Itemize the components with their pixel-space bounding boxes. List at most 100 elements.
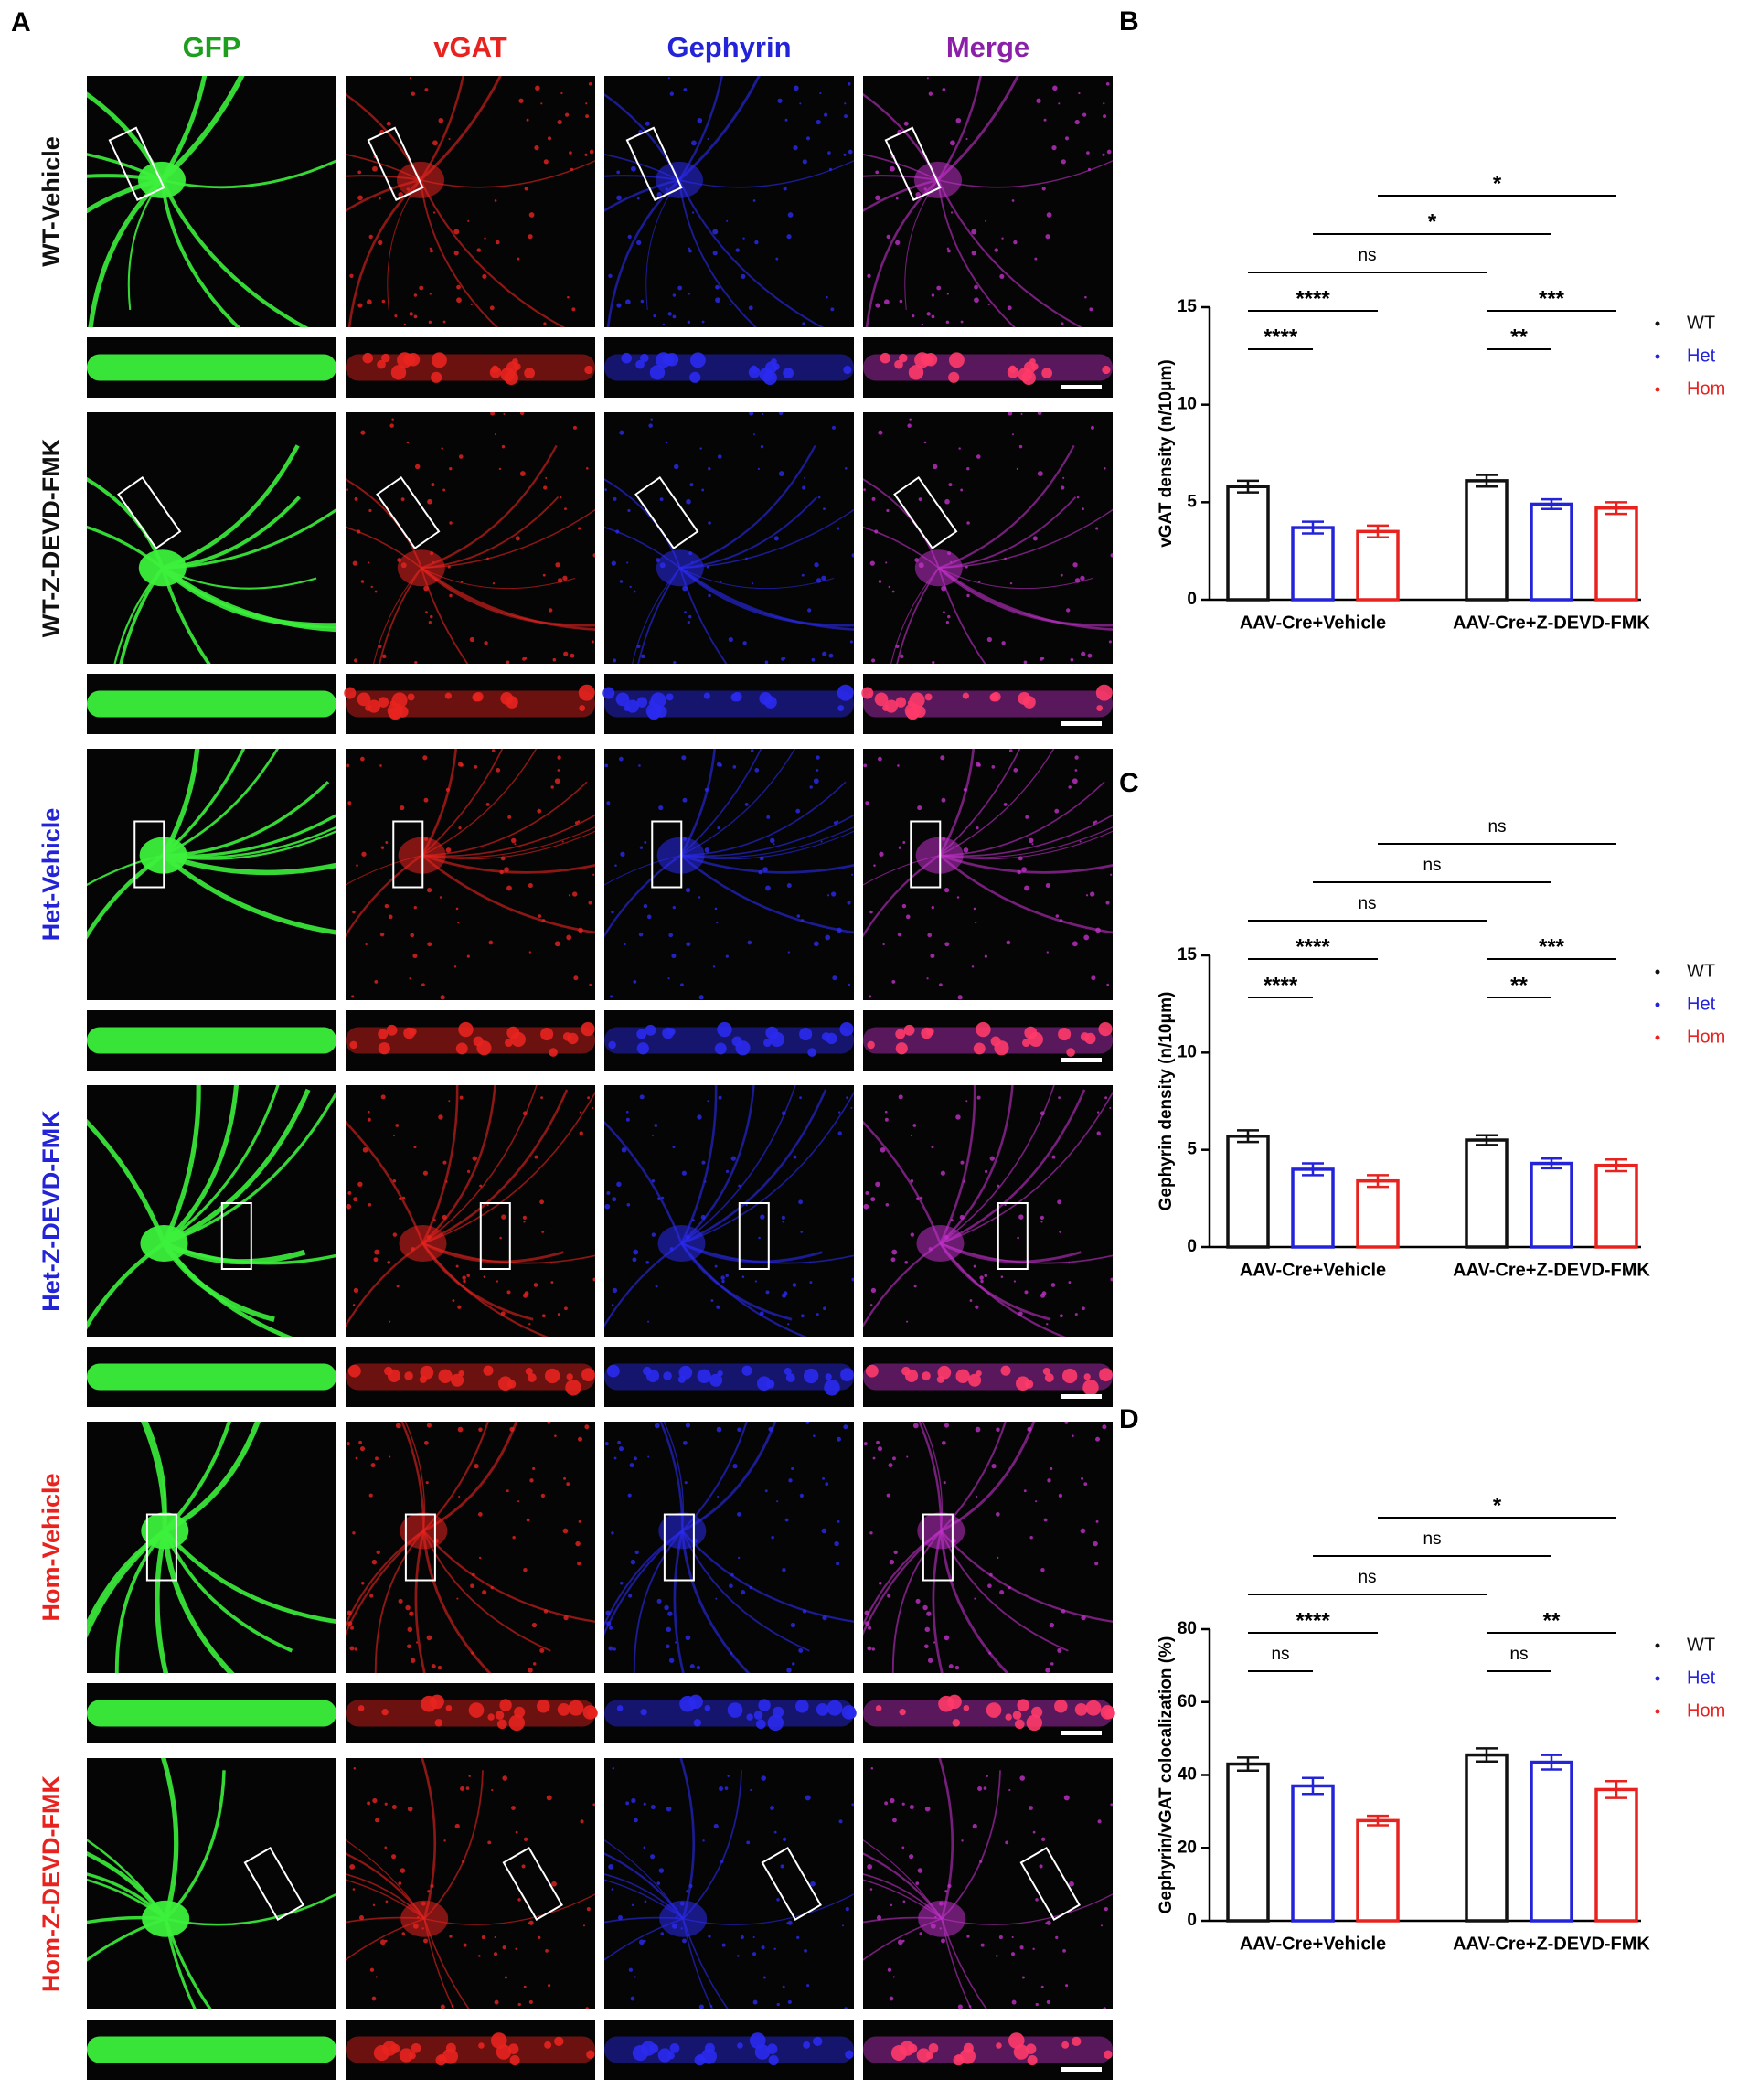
puncta bbox=[672, 314, 677, 319]
puncta bbox=[617, 1440, 621, 1444]
puncta bbox=[357, 170, 362, 175]
dendrite bbox=[604, 178, 680, 212]
puncta bbox=[947, 1883, 952, 1889]
soma bbox=[141, 1512, 189, 1550]
puncta bbox=[349, 1646, 355, 1651]
dendrite bbox=[681, 1422, 748, 1532]
puncta bbox=[932, 464, 938, 470]
zoom-puncta bbox=[663, 1371, 672, 1380]
puncta bbox=[538, 1935, 541, 1940]
puncta bbox=[478, 1556, 482, 1560]
puncta bbox=[932, 660, 935, 664]
puncta bbox=[517, 2002, 521, 2007]
puncta bbox=[996, 1955, 998, 1957]
puncta bbox=[816, 578, 822, 583]
puncta bbox=[1032, 1830, 1036, 1834]
zoom-puncta bbox=[584, 365, 593, 375]
zoom-puncta bbox=[665, 353, 679, 367]
puncta bbox=[918, 562, 924, 569]
puncta bbox=[660, 1196, 665, 1200]
puncta bbox=[656, 558, 661, 563]
puncta bbox=[685, 887, 691, 893]
puncta bbox=[921, 323, 924, 326]
zoom-strip bbox=[604, 1010, 854, 1071]
puncta bbox=[470, 303, 473, 306]
puncta bbox=[686, 498, 691, 505]
puncta bbox=[405, 1604, 411, 1611]
puncta bbox=[944, 1234, 949, 1240]
dendrite bbox=[939, 749, 1055, 857]
zoom-puncta bbox=[882, 704, 890, 711]
puncta bbox=[667, 977, 670, 980]
dendrite bbox=[346, 1120, 424, 1244]
puncta bbox=[547, 136, 552, 141]
zoom-puncta bbox=[908, 365, 924, 380]
row-label: Hom-Vehicle bbox=[37, 1473, 65, 1621]
puncta bbox=[559, 496, 562, 499]
puncta bbox=[884, 1110, 888, 1114]
dendrite bbox=[87, 1915, 166, 1924]
image-background bbox=[87, 1758, 336, 2009]
puncta bbox=[606, 801, 611, 805]
puncta bbox=[625, 1110, 629, 1114]
puncta bbox=[742, 237, 745, 240]
puncta bbox=[368, 234, 373, 240]
puncta bbox=[822, 651, 827, 656]
puncta bbox=[511, 837, 517, 844]
puncta bbox=[426, 1423, 432, 1428]
zoom-puncta bbox=[875, 1705, 882, 1711]
dendrite bbox=[938, 854, 1113, 934]
puncta bbox=[993, 260, 996, 262]
puncta bbox=[564, 1306, 568, 1311]
zoom-puncta bbox=[749, 2032, 766, 2049]
puncta bbox=[791, 1662, 795, 1666]
puncta bbox=[799, 1096, 802, 1100]
puncta bbox=[506, 1489, 509, 1493]
puncta bbox=[787, 1999, 792, 2004]
image-background bbox=[87, 1422, 336, 1673]
puncta bbox=[666, 1806, 672, 1812]
puncta bbox=[592, 1106, 594, 1109]
zoom-puncta bbox=[562, 1032, 572, 1041]
dendrite bbox=[346, 92, 422, 181]
zoom-puncta bbox=[667, 1028, 676, 1036]
puncta bbox=[443, 1839, 446, 1842]
puncta bbox=[496, 768, 501, 773]
puncta bbox=[752, 1935, 755, 1939]
puncta bbox=[1037, 412, 1042, 416]
puncta bbox=[662, 323, 666, 326]
puncta bbox=[1035, 1500, 1038, 1503]
puncta bbox=[455, 1264, 459, 1268]
error-bar bbox=[1367, 1174, 1389, 1189]
puncta bbox=[433, 1538, 439, 1544]
puncta bbox=[400, 562, 407, 569]
puncta bbox=[592, 873, 595, 876]
puncta bbox=[997, 1184, 1000, 1188]
puncta bbox=[468, 1775, 471, 1777]
dendrite bbox=[87, 153, 163, 182]
puncta bbox=[697, 1114, 702, 1120]
puncta bbox=[449, 521, 453, 525]
puncta bbox=[394, 314, 398, 318]
puncta bbox=[1109, 1106, 1112, 1109]
roi-box bbox=[738, 1202, 770, 1270]
puncta bbox=[655, 1285, 658, 1288]
error-bar bbox=[1302, 1776, 1324, 1796]
puncta bbox=[616, 303, 622, 308]
puncta bbox=[482, 273, 487, 279]
puncta bbox=[975, 1426, 981, 1433]
puncta bbox=[349, 273, 354, 278]
puncta bbox=[871, 1647, 875, 1651]
zoom-puncta bbox=[807, 1048, 816, 1057]
zoom-puncta bbox=[1014, 1719, 1025, 1730]
puncta bbox=[912, 1423, 919, 1429]
puncta bbox=[754, 240, 759, 245]
puncta bbox=[358, 1915, 365, 1921]
legend-label: Het bbox=[1687, 994, 1716, 1014]
puncta bbox=[708, 1935, 711, 1938]
puncta bbox=[897, 1939, 903, 1945]
zoom-puncta bbox=[955, 1369, 970, 1383]
zoom-puncta bbox=[865, 1364, 879, 1378]
dendrite bbox=[681, 1530, 810, 1652]
puncta bbox=[1027, 1426, 1032, 1432]
